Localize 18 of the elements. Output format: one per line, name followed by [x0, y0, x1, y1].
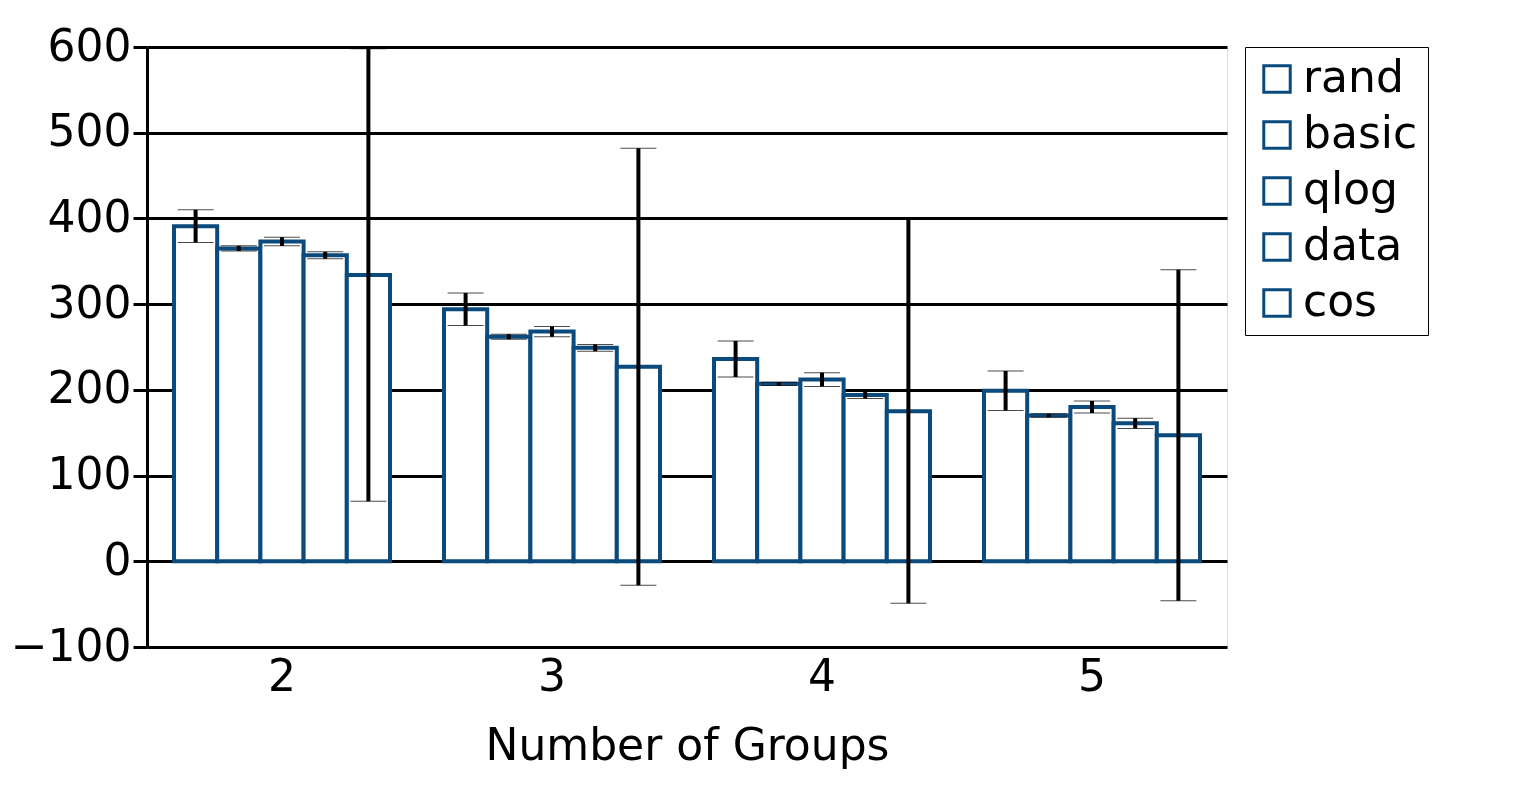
y-tick-label: 400 [47, 190, 132, 242]
legend-label: cos [1303, 275, 1378, 326]
x-tick-label: 3 [538, 649, 566, 701]
x-tick-label: 5 [1078, 649, 1106, 701]
y-tick-label: 300 [47, 276, 132, 328]
legend-label: basic [1303, 107, 1418, 158]
x-axis-title: Number of Groups [485, 718, 890, 770]
legend-label: rand [1303, 51, 1404, 102]
legend-label: data [1303, 219, 1403, 270]
y-tick-label: 500 [47, 105, 132, 157]
y-tick-label: 200 [47, 362, 132, 414]
y-tick-label: 100 [47, 448, 132, 500]
x-tick-label: 2 [268, 649, 296, 701]
x-tick-label: 4 [808, 649, 836, 701]
y-tick-label: 0 [103, 533, 132, 585]
legend-label: qlog [1303, 163, 1399, 214]
y-tick-label: −100 [10, 619, 132, 671]
y-tick-label: 600 [47, 19, 132, 71]
